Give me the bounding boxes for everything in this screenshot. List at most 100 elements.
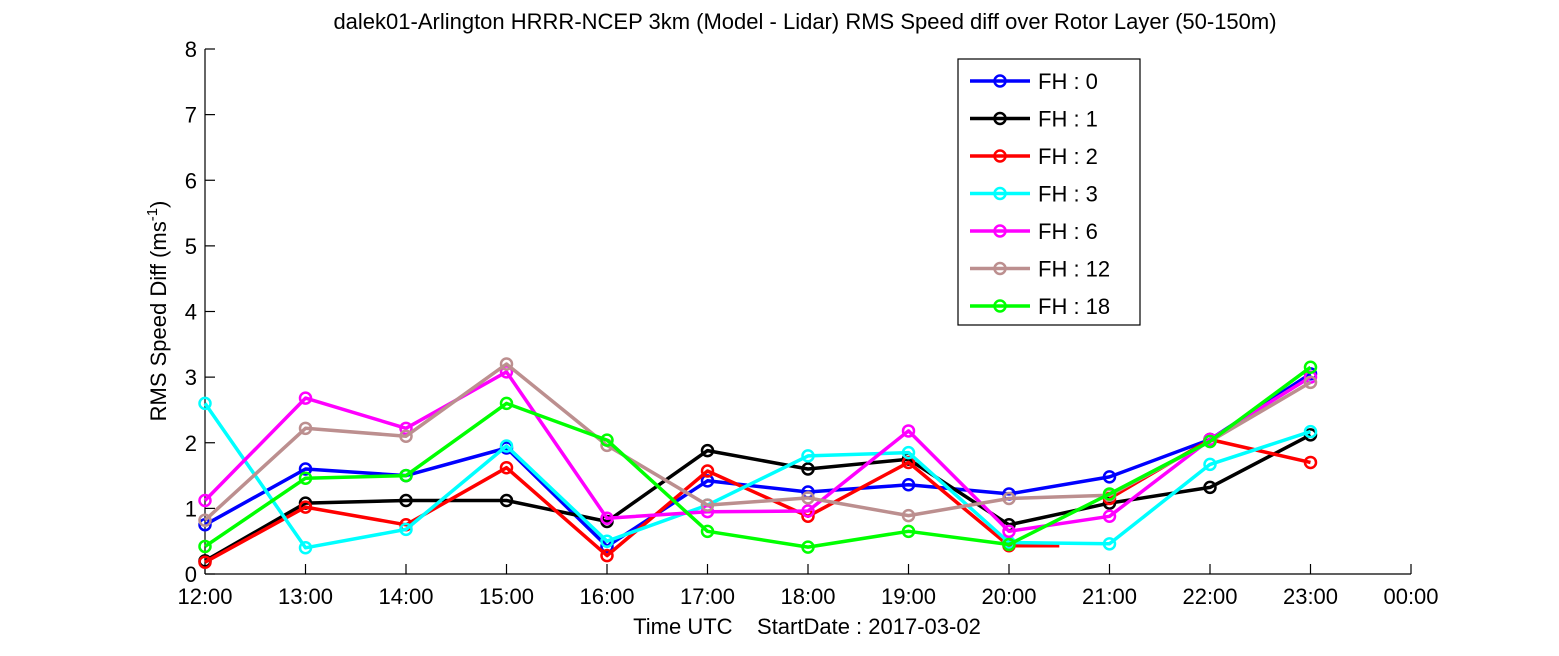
- data-point: [901, 478, 916, 492]
- data-point: [1002, 524, 1016, 539]
- data-point: [600, 511, 614, 525]
- data-point: [499, 439, 514, 453]
- y-axis-label-main: RMS Speed Diff (ms: [146, 221, 171, 421]
- legend-marker: [993, 149, 1007, 163]
- x-tick-label: 00:00: [1383, 584, 1438, 609]
- data-point: [1002, 491, 1016, 506]
- legend-marker: [993, 74, 1007, 88]
- data-point: [1303, 360, 1318, 375]
- x-tick-label: 16:00: [579, 584, 634, 609]
- legend: FH : 0 FH : 1 FH : 2 FH : 3 FH : 6 FH : 12 FH …: [957, 58, 1141, 326]
- data-point: [298, 471, 313, 485]
- data-point: [1303, 455, 1318, 470]
- series-line: [204, 365, 1312, 549]
- data-point: [298, 462, 313, 476]
- data-point: [198, 539, 212, 554]
- legend-marker: [993, 111, 1007, 126]
- x-tick-label: 17:00: [680, 584, 735, 609]
- legend-entry: FH : 18: [970, 294, 1110, 319]
- legend-entry: FH : 1: [970, 107, 1098, 132]
- data-point: [198, 396, 212, 411]
- legend-entry: FH : 0: [970, 69, 1098, 94]
- x-tick-label: 21:00: [1082, 584, 1137, 609]
- legend-entry: FH : 2: [970, 144, 1098, 169]
- data-point: [499, 357, 514, 371]
- axes: 0 1 2 3 4 5 6 7 8 12:00 13:00 14:00 15:00 16:00 17:00 1…: [177, 37, 1438, 609]
- legend-entry: FH : 3: [970, 182, 1098, 207]
- y-tick-label: 1: [185, 496, 197, 521]
- data-point: [399, 429, 413, 443]
- x-tick-label: 20:00: [981, 584, 1036, 609]
- y-tick-label: 6: [185, 168, 197, 193]
- x-tick-label: 15:00: [479, 584, 534, 609]
- data-point: [298, 500, 313, 514]
- data-point: [298, 421, 313, 436]
- legend-label: FH : 2: [1038, 144, 1098, 169]
- y-tick-label: 2: [185, 431, 197, 456]
- data-point: [1203, 434, 1217, 449]
- data-point: [1102, 537, 1117, 551]
- y-tick-label: 7: [185, 103, 197, 128]
- data-point: [198, 555, 212, 569]
- data-point: [600, 433, 614, 447]
- x-tick-label: 13:00: [278, 584, 333, 609]
- data-point: [700, 443, 715, 458]
- data-point: [700, 464, 715, 478]
- data-point: [399, 468, 413, 483]
- data-point: [700, 498, 715, 512]
- legend-label: FH : 1: [1038, 107, 1098, 132]
- x-tick-label: 19:00: [881, 584, 936, 609]
- legend-entry: FH : 6: [970, 219, 1098, 244]
- series-layer: [198, 357, 1318, 569]
- y-axis-label-close: ): [146, 201, 171, 208]
- data-point: [198, 493, 212, 508]
- series-line: [203, 370, 1312, 534]
- y-tick-label: 3: [185, 365, 197, 390]
- data-point: [901, 508, 916, 523]
- legend-marker: [993, 224, 1007, 238]
- legend-marker: [993, 261, 1007, 276]
- data-point: [1002, 537, 1016, 552]
- x-tick-label: 12:00: [177, 584, 232, 609]
- legend-marker: [993, 299, 1007, 313]
- data-point: [801, 449, 815, 463]
- y-tick-label: 0: [185, 562, 197, 587]
- data-point: [801, 504, 815, 518]
- data-point: [901, 424, 916, 438]
- x-tick-label: 18:00: [780, 584, 835, 609]
- plot-area: [205, 49, 1411, 574]
- data-point: [801, 540, 815, 554]
- data-point: [901, 524, 916, 539]
- data-point: [399, 522, 413, 537]
- data-point: [801, 462, 815, 476]
- data-point: [499, 365, 514, 379]
- data-point: [298, 541, 313, 555]
- data-point: [399, 493, 413, 508]
- y-tick-label: 5: [185, 234, 197, 259]
- legend-marker: [993, 186, 1007, 201]
- data-point: [700, 524, 715, 539]
- legend-label: FH : 18: [1038, 294, 1110, 319]
- data-point: [1303, 424, 1318, 439]
- data-point: [1303, 375, 1318, 390]
- x-tick-label: 22:00: [1182, 584, 1237, 609]
- data-point: [399, 421, 413, 436]
- series-line: [203, 402, 1312, 550]
- y-axis-label: RMS Speed Diff (ms-1): [144, 201, 171, 422]
- data-point: [499, 460, 514, 475]
- data-point: [1203, 480, 1217, 495]
- legend-label: FH : 3: [1038, 182, 1098, 207]
- data-point: [298, 391, 313, 405]
- y-axis-label-sup: -1: [144, 208, 161, 221]
- chart-title: dalek01-Arlington HRRR-NCEP 3km (Model -…: [333, 9, 1276, 34]
- legend-label: FH : 0: [1038, 69, 1098, 94]
- series-line: [204, 433, 1312, 563]
- legend-label: FH : 12: [1038, 257, 1110, 282]
- data-point: [499, 396, 514, 411]
- data-point: [600, 548, 614, 563]
- x-tick-label: 14:00: [378, 584, 433, 609]
- y-tick-label: 8: [185, 37, 197, 62]
- data-point: [600, 534, 614, 548]
- data-point: [901, 445, 916, 460]
